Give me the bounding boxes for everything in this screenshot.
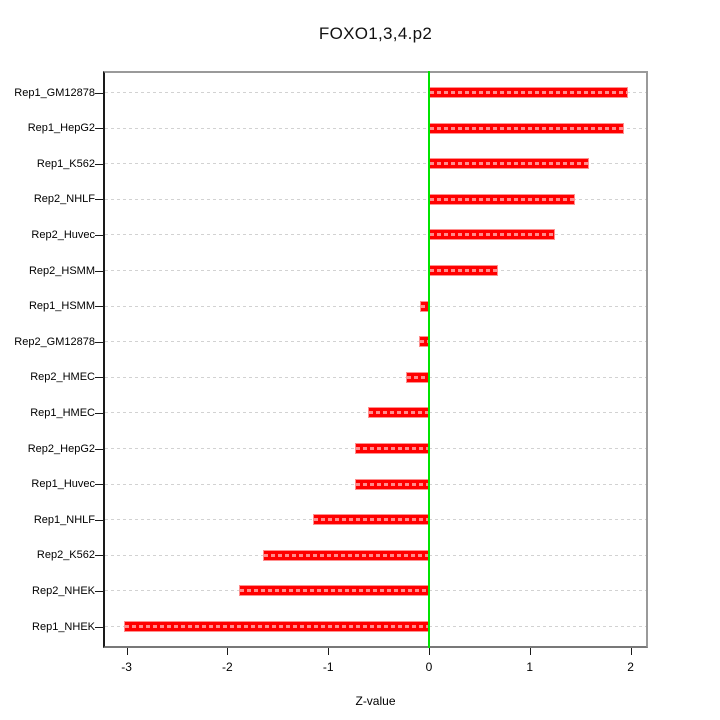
y-axis-label: Rep2_NHLF <box>33 193 95 206</box>
y-axis-label: Rep1_HMEC <box>30 406 95 419</box>
bar-Rep1_K562 <box>428 158 590 170</box>
grid-line <box>105 127 646 129</box>
bar-Rep2_Huvec <box>428 229 555 241</box>
y-axis-tick <box>95 448 103 450</box>
y-axis-tick <box>95 377 103 379</box>
y-axis-label: Rep2_Huvec <box>31 228 95 241</box>
grid-line <box>105 270 646 271</box>
plot-area <box>103 71 648 648</box>
y-axis-label: Rep2_NHEK <box>32 584 95 597</box>
zero-reference-line <box>427 71 430 648</box>
grid-line <box>105 305 646 307</box>
y-axis-tick <box>95 519 103 521</box>
plot-inner <box>103 71 648 648</box>
y-axis-label: Rep1_K562 <box>36 157 95 170</box>
grid-line <box>105 234 646 236</box>
y-axis-tick <box>95 626 103 628</box>
x-axis-tick <box>529 648 531 655</box>
x-axis-tick-label: 0 <box>425 660 433 674</box>
y-axis-tick <box>95 555 103 557</box>
x-axis-tick-label: -1 <box>322 660 334 674</box>
bar-Rep1_HepG2 <box>428 122 624 134</box>
bar-Rep1_HMEC <box>368 407 429 419</box>
y-axis-label: Rep1_GM12878 <box>14 86 95 99</box>
y-axis-tick <box>95 341 103 343</box>
y-axis-label: Rep2_HMEC <box>30 371 95 384</box>
x-axis-tick-label: -3 <box>121 660 132 674</box>
y-axis-tick <box>95 484 103 486</box>
bar-Rep2_HMEC <box>405 371 429 383</box>
y-axis-label: Rep2_K562 <box>36 549 95 562</box>
x-axis-tick-label: 1 <box>526 660 534 674</box>
bar-Rep1_Huvec <box>355 478 429 490</box>
bar-Rep2_K562 <box>262 549 429 561</box>
bar-Rep1_NHLF <box>313 514 429 526</box>
y-axis-tick <box>95 306 103 308</box>
y-axis-tick <box>95 412 103 414</box>
x-axis-title: Z-value <box>355 694 396 708</box>
grid-line <box>105 198 646 200</box>
bar-Rep2_NHLF <box>428 193 576 205</box>
y-axis-label: Rep1_HepG2 <box>27 122 95 135</box>
bar-Rep2_HSMM <box>428 265 498 276</box>
grid-line <box>105 376 646 378</box>
y-axis-label: Rep2_HSMM <box>28 264 95 277</box>
x-axis-tick <box>328 648 330 655</box>
y-axis-tick <box>95 128 103 130</box>
bar-Rep2_NHEK <box>239 585 429 597</box>
x-axis-tick <box>126 648 128 655</box>
x-axis-tick-label: 2 <box>627 660 634 674</box>
bar-Rep1_GM12878 <box>428 87 628 98</box>
x-axis-tick <box>428 648 430 655</box>
bar-Rep2_HepG2 <box>355 443 429 454</box>
grid-line <box>105 341 646 343</box>
grid-line <box>105 92 646 93</box>
y-axis-label: Rep2_HepG2 <box>27 442 95 455</box>
y-axis-tick <box>95 163 103 165</box>
y-axis-label: Rep1_NHLF <box>33 513 95 526</box>
x-axis-tick-label: -2 <box>222 660 233 674</box>
y-axis-tick <box>95 92 103 94</box>
y-axis-label: Rep1_NHEK <box>32 620 95 633</box>
y-axis-label: Rep1_HSMM <box>28 300 95 313</box>
y-axis-tick <box>95 270 103 272</box>
y-axis-label: Rep1_Huvec <box>31 478 95 491</box>
y-axis-tick <box>95 234 103 236</box>
bar-Rep1_NHEK <box>123 621 429 632</box>
y-axis-tick <box>95 590 103 592</box>
chart-title: FOXO1,3,4.p2 <box>318 24 433 43</box>
x-axis-tick <box>630 648 632 655</box>
x-axis-tick <box>227 648 229 655</box>
grid-line <box>105 163 646 165</box>
y-axis-tick <box>95 199 103 201</box>
y-axis-label: Rep2_GM12878 <box>14 335 95 348</box>
